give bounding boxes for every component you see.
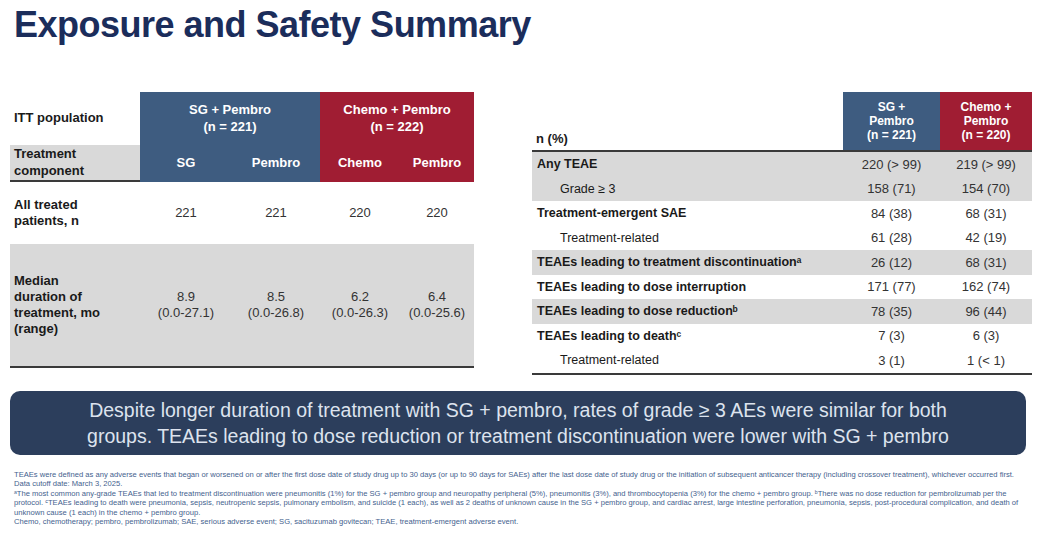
exposure-table: ITT population SG + Pembro (n = 221) Che… — [10, 92, 474, 368]
table-row: TEAEs leading to treatment discontinuati… — [532, 250, 1032, 275]
median-duration-pembro1: 8.5 (0.0-26.8) — [232, 244, 320, 368]
table-row: Treatment-related 61 (28) 42 (19) — [532, 226, 1032, 251]
row-value-sg: 220 (> 99) — [843, 152, 940, 177]
row-label: TEAEs leading to deathᶜ — [532, 324, 843, 349]
safety-col-chemo-pembro: Chemo + Pembro (n = 220) — [940, 92, 1032, 150]
safety-col-sg-pembro: SG + Pembro (n = 221) — [843, 92, 940, 150]
row-value-sg: 78 (35) — [843, 299, 940, 324]
row-value-sg: 171 (77) — [843, 275, 940, 300]
footnote-definition: TEAEs were defined as any adverse events… — [14, 470, 1026, 489]
row-value-chemo: 68 (31) — [940, 201, 1032, 226]
safety-corner-label: n (%) — [532, 92, 843, 150]
subcol-sg: SG — [140, 145, 232, 182]
slide: Exposure and Safety Summary ITT populati… — [0, 0, 1037, 540]
footnotes: TEAEs were defined as any adverse events… — [14, 470, 1026, 527]
all-treated-pembro2: 220 — [400, 182, 474, 244]
table-row: TEAEs leading to dose reductionᵇ 78 (35)… — [532, 299, 1032, 324]
all-treated-label: All treated patients, n — [10, 182, 140, 244]
conclusion-text: Despite longer duration of treatment wit… — [87, 397, 949, 450]
row-value-sg: 158 (71) — [843, 177, 940, 202]
row-label: Grade ≥ 3 — [532, 177, 843, 202]
all-treated-pembro1: 221 — [232, 182, 320, 244]
row-value-chemo: 219 (> 99) — [940, 152, 1032, 177]
row-value-sg: 26 (12) — [843, 250, 940, 275]
table-row: Grade ≥ 3 158 (71) 154 (70) — [532, 177, 1032, 202]
footnote-abc: ᵃThe most common any-grade TEAEs that le… — [14, 489, 1026, 517]
footnote-abbreviations: Chemo, chemotherapy; pembro, pembrolizum… — [14, 517, 1026, 526]
row-value-chemo: 162 (74) — [940, 275, 1032, 300]
conclusion-banner: Despite longer duration of treatment wit… — [10, 391, 1026, 455]
row-label: TEAEs leading to dose reductionᵇ — [532, 299, 843, 324]
chemo-pembro-group-header: Chemo + Pembro (n = 222) — [320, 92, 474, 145]
row-label: Treatment-emergent SAE — [532, 201, 843, 226]
subcol-pembro-2: Pembro — [400, 145, 474, 182]
safety-table-body: Any TEAE 220 (> 99) 219 (> 99) Grade ≥ 3… — [532, 152, 1032, 375]
row-label: Treatment-related — [532, 226, 843, 251]
page-title: Exposure and Safety Summary — [14, 4, 531, 46]
row-label: TEAEs leading to dose interruption — [532, 275, 843, 300]
row-value-chemo: 96 (44) — [940, 299, 1032, 324]
row-label: Treatment-related — [532, 348, 843, 373]
table-row: Treatment-emergent SAE 84 (38) 68 (31) — [532, 201, 1032, 226]
all-treated-chemo: 220 — [320, 182, 400, 244]
table-row: TEAEs leading to deathᶜ 7 (3) 6 (3) — [532, 324, 1032, 349]
treatment-component-label: Treatment component — [10, 145, 140, 182]
table-row: Treatment-related 3 (1) 1 (< 1) — [532, 348, 1032, 373]
row-value-chemo: 68 (31) — [940, 250, 1032, 275]
row-value-chemo: 154 (70) — [940, 177, 1032, 202]
median-duration-chemo: 6.2 (0.0-26.3) — [320, 244, 400, 368]
median-duration-pembro2: 6.4 (0.0-25.6) — [400, 244, 474, 368]
row-value-sg: 84 (38) — [843, 201, 940, 226]
subcol-pembro-1: Pembro — [232, 145, 320, 182]
median-duration-sg: 8.9 (0.0-27.1) — [140, 244, 232, 368]
table-row: Any TEAE 220 (> 99) 219 (> 99) — [532, 152, 1032, 177]
row-value-sg: 3 (1) — [843, 348, 940, 373]
exposure-corner-label: ITT population — [10, 92, 140, 145]
safety-table: n (%) SG + Pembro (n = 221) Chemo + Pemb… — [532, 92, 1032, 375]
all-treated-sg: 221 — [140, 182, 232, 244]
safety-table-header: n (%) SG + Pembro (n = 221) Chemo + Pemb… — [532, 92, 1032, 152]
median-duration-label: Median duration of treatment, mo (range) — [10, 244, 140, 368]
row-value-chemo: 42 (19) — [940, 226, 1032, 251]
row-value-sg: 61 (28) — [843, 226, 940, 251]
row-label: TEAEs leading to treatment discontinuati… — [532, 250, 843, 275]
table-row: TEAEs leading to dose interruption 171 (… — [532, 275, 1032, 300]
sg-pembro-group-header: SG + Pembro (n = 221) — [140, 92, 320, 145]
row-value-sg: 7 (3) — [843, 324, 940, 349]
row-label: Any TEAE — [532, 152, 843, 177]
subcol-chemo: Chemo — [320, 145, 400, 182]
row-value-chemo: 1 (< 1) — [940, 348, 1032, 373]
row-value-chemo: 6 (3) — [940, 324, 1032, 349]
